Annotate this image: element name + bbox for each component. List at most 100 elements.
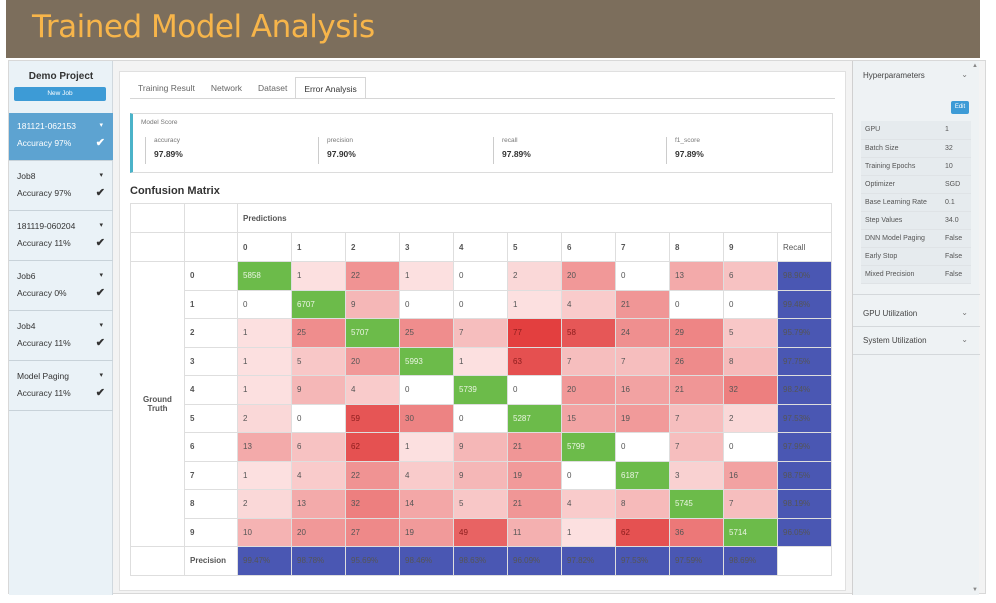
matrix-cell: 26 xyxy=(669,346,724,376)
job-item[interactable]: Job8 Accuracy 97% ▾ ✔ xyxy=(9,163,113,211)
matrix-cell: 1 xyxy=(399,261,454,291)
matrix-cell: 14 xyxy=(399,489,454,519)
job-accuracy: Accuracy 97% xyxy=(17,188,72,198)
edit-button[interactable]: Edit xyxy=(951,101,969,114)
hyperparameters-title[interactable]: Hyperparameters xyxy=(863,71,925,80)
matrix-cell: 20 xyxy=(561,261,616,291)
matrix-cell: 2 xyxy=(507,261,562,291)
check-icon: ✔ xyxy=(95,237,105,249)
matrix-cell: 13 xyxy=(237,432,292,462)
tab-error-analysis[interactable]: Error Analysis xyxy=(295,77,366,99)
table-row: Predictions xyxy=(130,203,832,233)
hyperparameter-value: False xyxy=(941,229,971,248)
chevron-down-icon[interactable]: ▾ xyxy=(99,272,103,279)
tab-dataset[interactable]: Dataset xyxy=(258,83,288,93)
job-name: Job6 xyxy=(17,271,36,281)
matrix-cell: 5745 xyxy=(669,489,724,519)
system-utilization-section[interactable]: System Utilization ⌄ xyxy=(853,327,980,355)
check-icon: ✔ xyxy=(95,287,105,299)
precision-label: Precision xyxy=(184,546,238,576)
gpu-utilization-section[interactable]: GPU Utilization ⌄ xyxy=(853,301,980,327)
matrix-cell: 0 xyxy=(453,403,508,433)
matrix-cell: 6187 xyxy=(615,460,670,490)
hyperparameter-name: Training Epochs xyxy=(861,157,941,176)
recall-cell: 99.48% xyxy=(777,289,832,319)
matrix-cell: 9 xyxy=(453,460,508,490)
confusion-matrix: Predictions 0 1 2 3 4 5 6 7 8 9 Recall Ground Truth 0… xyxy=(130,203,832,576)
empty-cell xyxy=(130,232,185,262)
hyperparameter-value: 1 xyxy=(941,121,971,140)
hyperparameter-name: Step Values xyxy=(861,211,941,230)
matrix-cell: 8 xyxy=(615,489,670,519)
matrix-cell: 5993 xyxy=(399,346,454,376)
job-name: Job4 xyxy=(17,321,36,331)
job-item[interactable]: 181121-062153 Accuracy 97% ▾ ✔ xyxy=(9,113,113,161)
matrix-cell: 1 xyxy=(237,346,292,376)
matrix-cell: 6 xyxy=(291,432,346,462)
system-utilization-title[interactable]: System Utilization xyxy=(863,336,927,345)
metric-label: f1_score xyxy=(675,137,700,144)
hyperparameter-value: 10 xyxy=(941,157,971,176)
tab-network[interactable]: Network xyxy=(210,83,243,93)
check-icon: ✔ xyxy=(95,337,105,349)
chevron-down-icon[interactable]: ▾ xyxy=(99,372,103,379)
job-name: Model Paging xyxy=(17,371,69,381)
job-item[interactable]: Job4 Accuracy 11% ▾ ✔ xyxy=(9,313,113,361)
matrix-cell: 7 xyxy=(669,432,724,462)
recall-cell: 97.99% xyxy=(777,432,832,462)
chevron-down-icon[interactable]: ⌄ xyxy=(961,70,968,79)
metric-label: precision xyxy=(327,137,354,144)
hyperparameter-row: Step Values 34.0 xyxy=(861,211,971,230)
chevron-down-icon[interactable]: ⌄ xyxy=(961,335,968,344)
matrix-cell: 5739 xyxy=(453,375,508,405)
hyperparameter-name: Batch Size xyxy=(861,139,941,158)
matrix-cell: 29 xyxy=(669,318,724,348)
job-item[interactable]: Job6 Accuracy 0% ▾ ✔ xyxy=(9,263,113,311)
precision-cell: 97.82% xyxy=(561,546,616,576)
chevron-down-icon[interactable]: ▾ xyxy=(99,172,103,179)
tab-training-result[interactable]: Training Result xyxy=(138,83,195,93)
main-panel: Training Result Network Dataset Error Analy… xyxy=(119,71,846,591)
matrix-cell: 16 xyxy=(615,375,670,405)
scroll-down-icon[interactable]: ▼ xyxy=(972,587,978,593)
model-score-panel: Model Score accuracy 97.89% precision 97.90… xyxy=(130,113,833,173)
recall-cell: 95.79% xyxy=(777,318,832,348)
metric-value: 97.89% xyxy=(675,149,704,159)
job-item[interactable]: 181119-060204 Accuracy 11% ▾ ✔ xyxy=(9,213,113,261)
banner: Trained Model Analysis xyxy=(6,0,980,58)
metric-value: 97.89% xyxy=(154,149,183,159)
matrix-cell: 49 xyxy=(453,517,508,547)
chevron-down-icon[interactable]: ▾ xyxy=(99,222,103,229)
job-sidebar: Demo Project New Job 181121-062153 Accura… xyxy=(9,61,113,595)
matrix-cell: 59 xyxy=(345,403,400,433)
table-row: 1 0 6707 9 0 0 1 4 21 0 0 99.48% xyxy=(131,289,832,319)
job-accuracy: Accuracy 97% xyxy=(17,138,72,148)
hyperparameter-row: Mixed Precision False xyxy=(861,265,971,284)
gpu-utilization-title[interactable]: GPU Utilization xyxy=(863,309,918,318)
predictions-header: Predictions xyxy=(237,203,832,233)
matrix-cell: 0 xyxy=(723,432,778,462)
matrix-cell: 9 xyxy=(453,432,508,462)
chevron-down-icon[interactable]: ▾ xyxy=(99,122,103,129)
job-item[interactable]: Model Paging Accuracy 11% ▾ ✔ xyxy=(9,363,113,411)
scroll-up-icon[interactable]: ▲ xyxy=(972,63,978,69)
empty-cell xyxy=(777,546,832,576)
table-row: 5 2 0 59 30 0 5287 15 19 7 2 97.53% xyxy=(131,403,832,433)
predicted-class-header: 9 xyxy=(723,232,778,262)
chevron-down-icon[interactable]: ▾ xyxy=(99,322,103,329)
matrix-cell: 36 xyxy=(669,517,724,547)
ground-truth-label: Ground Truth xyxy=(130,261,185,547)
matrix-cell: 0 xyxy=(237,289,292,319)
predicted-class-header: 1 xyxy=(291,232,346,262)
hyperparameter-value: False xyxy=(941,265,971,284)
matrix-cell: 1 xyxy=(237,318,292,348)
matrix-cell: 25 xyxy=(291,318,346,348)
settings-sidebar: Hyperparameters ⌄ Edit GPU 1 Batch Size 32 T… xyxy=(852,61,980,595)
chevron-down-icon[interactable]: ⌄ xyxy=(961,308,968,317)
hyperparameter-value: False xyxy=(941,247,971,266)
matrix-cell: 4 xyxy=(291,460,346,490)
new-job-button[interactable]: New Job xyxy=(14,87,106,101)
matrix-cell: 4 xyxy=(399,460,454,490)
matrix-cell: 5707 xyxy=(345,318,400,348)
matrix-cell: 21 xyxy=(507,489,562,519)
